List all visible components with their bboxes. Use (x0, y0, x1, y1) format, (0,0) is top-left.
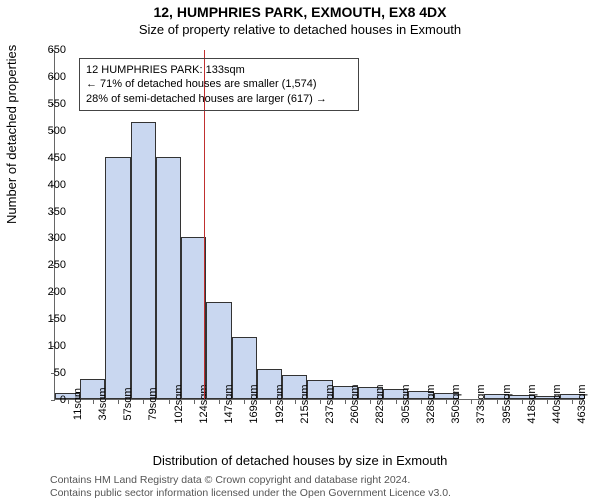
x-tick-mark (572, 400, 573, 404)
x-tick-mark (497, 400, 498, 404)
y-tick-label: 450 (26, 152, 66, 164)
y-tick-label: 300 (26, 232, 66, 244)
annotation-box: 12 HUMPHRIES PARK: 133sqm← 71% of detach… (79, 58, 359, 111)
annotation-line: 12 HUMPHRIES PARK: 133sqm (86, 63, 352, 77)
page-title: 12, HUMPHRIES PARK, EXMOUTH, EX8 4DX (0, 4, 600, 20)
x-tick-mark (370, 400, 371, 404)
histogram-chart: 11sqm34sqm57sqm79sqm102sqm124sqm147sqm16… (54, 50, 584, 400)
x-tick-mark (68, 400, 69, 404)
y-tick-label: 50 (26, 367, 66, 379)
x-tick-mark (522, 400, 523, 404)
y-tick-label: 600 (26, 71, 66, 83)
x-tick-mark (295, 400, 296, 404)
x-tick-mark (547, 400, 548, 404)
annotation-line: 28% of semi-detached houses are larger (… (86, 92, 352, 106)
x-tick-label: 395sqm (501, 384, 513, 423)
histogram-bar (105, 157, 130, 399)
y-tick-label: 350 (26, 206, 66, 218)
y-tick-label: 650 (26, 44, 66, 56)
x-tick-mark (396, 400, 397, 404)
x-tick-mark (471, 400, 472, 404)
y-tick-label: 550 (26, 98, 66, 110)
y-tick-label: 200 (26, 286, 66, 298)
x-tick-mark (244, 400, 245, 404)
y-tick-label: 0 (26, 394, 66, 406)
x-tick-label: 440sqm (551, 384, 563, 423)
attribution-footer: Contains HM Land Registry data © Crown c… (50, 474, 590, 500)
x-axis-label: Distribution of detached houses by size … (0, 453, 600, 468)
x-tick-label: 328sqm (425, 384, 437, 423)
footer-line-2: Contains public sector information licen… (50, 487, 590, 500)
histogram-bar (131, 122, 156, 399)
x-tick-label: 350sqm (450, 384, 462, 423)
x-tick-label: 373sqm (475, 384, 487, 423)
x-tick-label: 418sqm (526, 384, 538, 423)
x-tick-mark (194, 400, 195, 404)
x-tick-mark (169, 400, 170, 404)
x-tick-mark (219, 400, 220, 404)
histogram-bar (156, 157, 181, 399)
y-tick-label: 150 (26, 313, 66, 325)
x-tick-label: 463sqm (576, 384, 588, 423)
y-axis-label: Number of detached properties (4, 45, 19, 224)
x-tick-mark (270, 400, 271, 404)
x-tick-mark (143, 400, 144, 404)
x-tick-mark (446, 400, 447, 404)
x-tick-mark (118, 400, 119, 404)
histogram-bar (181, 237, 206, 399)
annotation-line: ← 71% of detached houses are smaller (1,… (86, 77, 352, 91)
y-tick-label: 100 (26, 340, 66, 352)
y-tick-label: 400 (26, 179, 66, 191)
x-tick-mark (93, 400, 94, 404)
footer-line-1: Contains HM Land Registry data © Crown c… (50, 474, 590, 487)
x-tick-mark (421, 400, 422, 404)
x-tick-mark (345, 400, 346, 404)
y-tick-label: 250 (26, 259, 66, 271)
x-tick-mark (320, 400, 321, 404)
y-tick-label: 500 (26, 125, 66, 137)
page-subtitle: Size of property relative to detached ho… (0, 22, 600, 37)
